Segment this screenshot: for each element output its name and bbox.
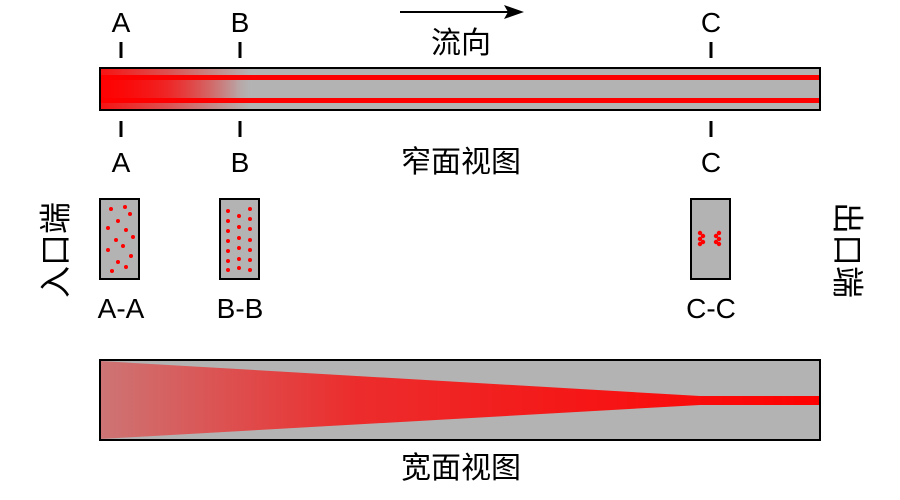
section-c-bottom-label: C <box>701 147 721 178</box>
section-b-top-label: B <box>231 7 250 38</box>
cross-section-b-b <box>219 198 260 280</box>
inlet-label: 入口端 <box>37 202 73 298</box>
narrow-view-channel <box>99 67 821 111</box>
section-b-bottom-label: B <box>231 147 250 178</box>
cross-section-b-b-particles <box>226 207 252 272</box>
cross-section-b-b-label: B-B <box>217 293 264 324</box>
narrow-view-label: 窄面视图 <box>401 146 521 179</box>
cross-section-a-a-label: A-A <box>98 293 145 324</box>
section-c-top-label: C <box>701 7 721 38</box>
flow-label: 流向 <box>431 27 491 60</box>
section-a-top-label: A <box>112 7 131 38</box>
section-a-bottom-label: A <box>112 147 131 178</box>
wide-view-channel <box>99 359 821 441</box>
narrow-top-particle-stream <box>100 75 820 80</box>
cross-section-a-a-particles <box>106 205 135 273</box>
cross-section-c-c-label: C-C <box>686 293 736 324</box>
cross-section-c-c-particles <box>697 230 722 247</box>
outlet-label: 出口端 <box>830 202 866 298</box>
cross-section-a-a <box>99 198 140 280</box>
cross-section-c-c <box>690 198 731 280</box>
wide-view-label: 宽面视图 <box>401 452 521 485</box>
narrow-bottom-particle-stream <box>100 98 820 103</box>
wide-view-particle-band <box>100 361 820 439</box>
flow-direction-arrow-icon <box>400 5 524 19</box>
